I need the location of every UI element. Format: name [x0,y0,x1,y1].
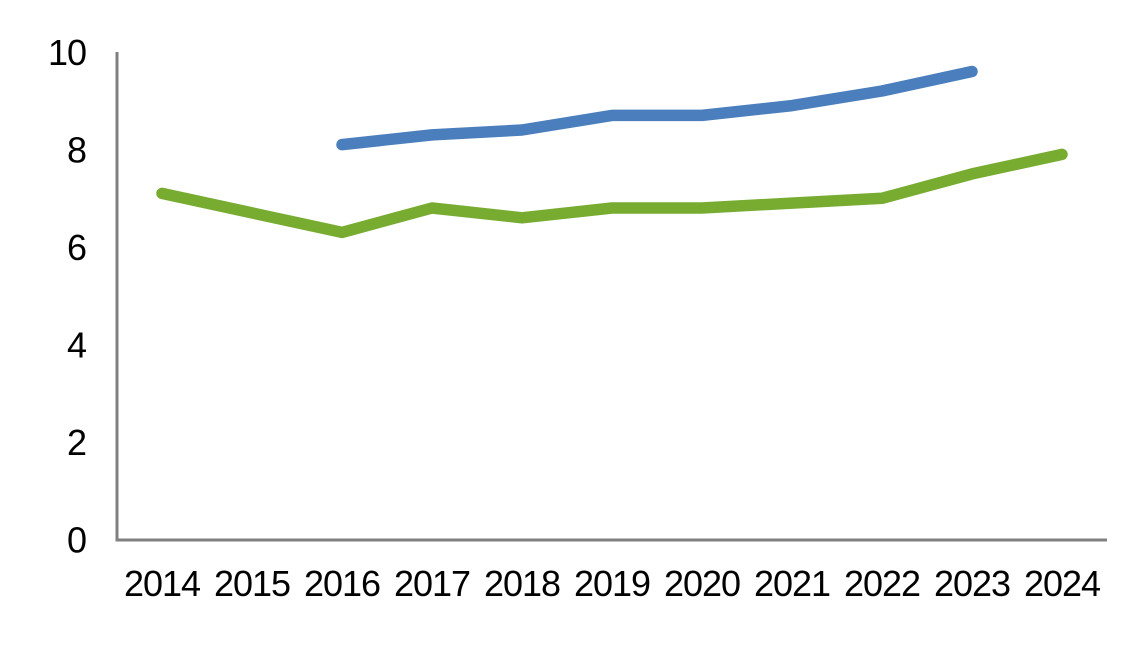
series-line-blue-line [336,65,978,151]
x-tick-label-2021: 2021 [754,563,830,604]
x-tick-label-2024: 2024 [1024,563,1100,604]
x-tick-label-2014: 2014 [124,563,200,604]
x-tick-label-2022: 2022 [844,563,920,604]
y-tick-label-4: 4 [67,325,86,366]
y-tick-label-0: 0 [67,520,86,561]
x-tick-label-2023: 2023 [934,563,1010,604]
x-tick-label-2019: 2019 [574,563,650,604]
y-tick-label-10: 10 [48,32,86,73]
y-tick-label-6: 6 [67,227,86,268]
x-tick-label-2020: 2020 [664,563,740,604]
x-tick-label-2015: 2015 [214,563,290,604]
x-tick-label-2017: 2017 [394,563,470,604]
series-line-green-line [156,148,1068,239]
y-tick-label-8: 8 [67,130,86,171]
y-tick-label-2: 2 [67,422,86,463]
x-tick-label-2016: 2016 [304,563,380,604]
x-tick-label-2018: 2018 [484,563,560,604]
